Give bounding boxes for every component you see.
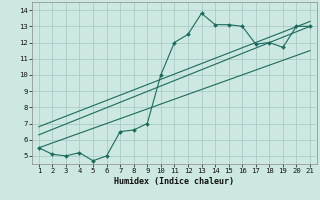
X-axis label: Humidex (Indice chaleur): Humidex (Indice chaleur) [115,177,234,186]
